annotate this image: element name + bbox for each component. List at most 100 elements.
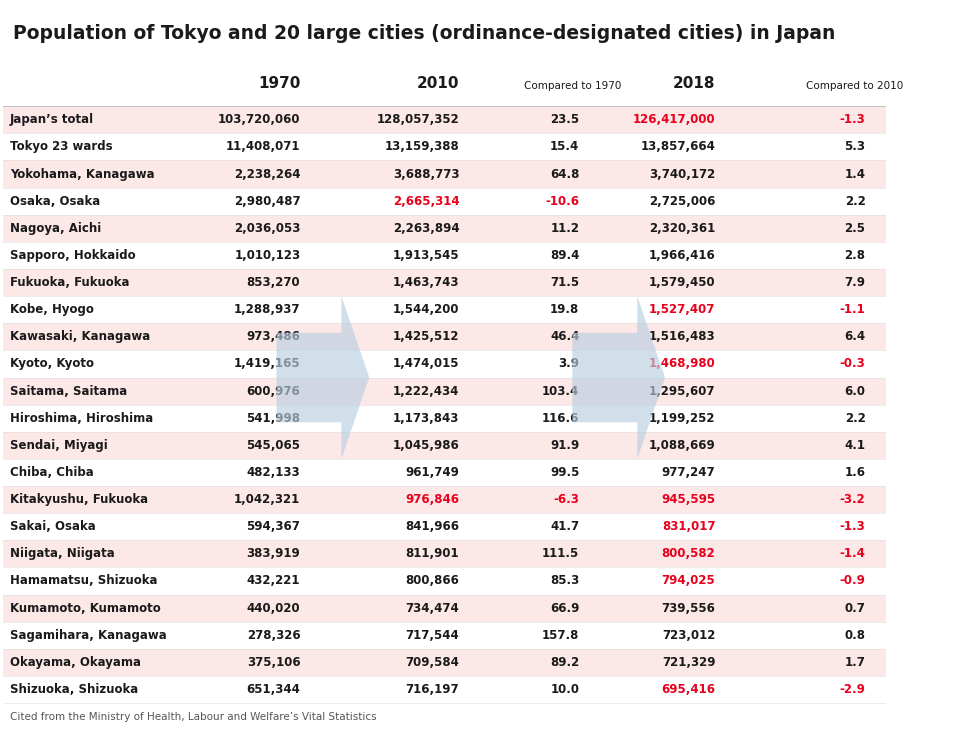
Text: 2.8: 2.8 [845, 249, 865, 262]
Bar [3, 215, 886, 242]
Text: 2,665,314: 2,665,314 [392, 195, 459, 208]
Text: 541,998: 541,998 [246, 412, 300, 425]
Text: 1,042,321: 1,042,321 [234, 493, 300, 506]
Text: 1,468,980: 1,468,980 [648, 357, 715, 370]
Text: 811,901: 811,901 [406, 547, 459, 561]
Text: 91.9: 91.9 [550, 439, 579, 452]
Text: -1.4: -1.4 [839, 547, 865, 561]
Text: Okayama, Okayama: Okayama, Okayama [10, 656, 141, 669]
Text: 800,582: 800,582 [662, 547, 715, 561]
Text: 1,010,123: 1,010,123 [234, 249, 300, 262]
Text: 5.3: 5.3 [845, 141, 865, 153]
Text: 7.9: 7.9 [845, 276, 865, 289]
Text: 545,065: 545,065 [246, 439, 300, 452]
Text: 1,527,407: 1,527,407 [649, 303, 715, 316]
Text: -1.3: -1.3 [840, 113, 865, 126]
Text: 103.4: 103.4 [542, 385, 579, 397]
Text: 2,320,361: 2,320,361 [649, 222, 715, 235]
Polygon shape [573, 296, 665, 459]
Text: 15.4: 15.4 [550, 141, 579, 153]
Text: Osaka, Osaka: Osaka, Osaka [10, 195, 100, 208]
Text: 2,263,894: 2,263,894 [392, 222, 459, 235]
Text: Saitama, Saitama: Saitama, Saitama [10, 385, 127, 397]
Text: 111.5: 111.5 [542, 547, 579, 561]
Text: 1,288,937: 1,288,937 [234, 303, 300, 316]
Text: 976,846: 976,846 [405, 493, 459, 506]
Text: 71.5: 71.5 [550, 276, 579, 289]
Text: 2.2: 2.2 [845, 195, 865, 208]
Text: Kawasaki, Kanagawa: Kawasaki, Kanagawa [10, 330, 150, 343]
Text: Sapporo, Hokkaido: Sapporo, Hokkaido [10, 249, 136, 262]
Text: 717,544: 717,544 [406, 628, 459, 642]
Text: 11,408,071: 11,408,071 [226, 141, 300, 153]
Text: -2.9: -2.9 [839, 683, 865, 696]
Text: 1,199,252: 1,199,252 [649, 412, 715, 425]
Text: 6.0: 6.0 [845, 385, 865, 397]
Text: 3,740,172: 3,740,172 [649, 168, 715, 181]
Text: 739,556: 739,556 [662, 601, 715, 615]
Text: 89.2: 89.2 [550, 656, 579, 669]
Bar [3, 595, 886, 622]
Text: 1,295,607: 1,295,607 [649, 385, 715, 397]
Text: 13,857,664: 13,857,664 [641, 141, 715, 153]
Text: 128,057,352: 128,057,352 [377, 113, 459, 126]
Text: 440,020: 440,020 [247, 601, 300, 615]
Bar [3, 432, 886, 459]
Text: 1,913,545: 1,913,545 [392, 249, 459, 262]
Bar [3, 160, 886, 187]
Text: Nagoya, Aichi: Nagoya, Aichi [10, 222, 101, 235]
Text: 1,173,843: 1,173,843 [393, 412, 459, 425]
Text: Shizuoka, Shizuoka: Shizuoka, Shizuoka [10, 683, 139, 696]
Text: 1.4: 1.4 [845, 168, 865, 181]
Text: 157.8: 157.8 [542, 628, 579, 642]
Text: Population of Tokyo and 20 large cities (ordinance-designated cities) in Japan: Population of Tokyo and 20 large cities … [14, 25, 835, 44]
Text: -0.9: -0.9 [839, 574, 865, 588]
Text: 2,980,487: 2,980,487 [234, 195, 300, 208]
Text: 103,720,060: 103,720,060 [218, 113, 300, 126]
Bar [3, 378, 886, 405]
Text: 734,474: 734,474 [406, 601, 459, 615]
Text: 1,579,450: 1,579,450 [649, 276, 715, 289]
Text: 800,866: 800,866 [405, 574, 459, 588]
Text: 23.5: 23.5 [550, 113, 579, 126]
Text: Hiroshima, Hiroshima: Hiroshima, Hiroshima [10, 412, 153, 425]
Text: -1.3: -1.3 [840, 521, 865, 533]
Text: 1,544,200: 1,544,200 [392, 303, 459, 316]
Text: Hamamatsu, Shizuoka: Hamamatsu, Shizuoka [10, 574, 157, 588]
Text: 0.7: 0.7 [845, 601, 865, 615]
Text: 594,367: 594,367 [246, 521, 300, 533]
Bar [3, 323, 886, 351]
Text: 723,012: 723,012 [662, 628, 715, 642]
Text: 116.6: 116.6 [542, 412, 579, 425]
Bar [3, 486, 886, 513]
Text: Compared to 1970: Compared to 1970 [524, 81, 621, 91]
Text: 794,025: 794,025 [662, 574, 715, 588]
Text: 1.7: 1.7 [845, 656, 865, 669]
Bar [3, 106, 886, 133]
Text: 2.5: 2.5 [845, 222, 865, 235]
Bar [3, 540, 886, 567]
Text: 1,516,483: 1,516,483 [649, 330, 715, 343]
Text: Niigata, Niigata: Niigata, Niigata [10, 547, 114, 561]
Text: 64.8: 64.8 [550, 168, 579, 181]
Text: 961,749: 961,749 [405, 466, 459, 479]
Bar [3, 649, 886, 676]
Text: 841,966: 841,966 [405, 521, 459, 533]
Text: 41.7: 41.7 [550, 521, 579, 533]
Text: -1.1: -1.1 [840, 303, 865, 316]
Text: 2,036,053: 2,036,053 [234, 222, 300, 235]
Text: -3.2: -3.2 [840, 493, 865, 506]
Text: -10.6: -10.6 [546, 195, 579, 208]
Text: 1,045,986: 1,045,986 [392, 439, 459, 452]
Text: 1,419,165: 1,419,165 [234, 357, 300, 370]
Text: Compared to 2010: Compared to 2010 [806, 81, 903, 91]
Text: Fukuoka, Fukuoka: Fukuoka, Fukuoka [10, 276, 129, 289]
Text: 1,966,416: 1,966,416 [648, 249, 715, 262]
Text: 99.5: 99.5 [550, 466, 579, 479]
Text: 945,595: 945,595 [661, 493, 715, 506]
Text: 85.3: 85.3 [550, 574, 579, 588]
Text: Japan’s total: Japan’s total [10, 113, 94, 126]
Text: 1,222,434: 1,222,434 [393, 385, 459, 397]
Text: 6.4: 6.4 [844, 330, 865, 343]
Text: 1,425,512: 1,425,512 [392, 330, 459, 343]
